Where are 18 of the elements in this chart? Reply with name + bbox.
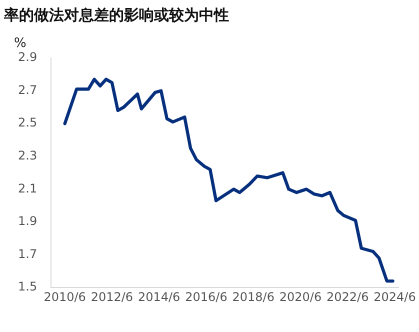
y-tick-label: 2.7: [18, 82, 38, 97]
chart-title: 率的做法对息差的影响或较为中性: [4, 6, 229, 25]
y-tick-label: 1.7: [18, 246, 38, 261]
y-axis-title: %: [14, 36, 26, 51]
y-tick-label: 2.9: [18, 50, 38, 64]
x-tick-label: 2022/6: [326, 290, 369, 304]
x-tick-label: 2020/6: [279, 290, 322, 304]
x-tick-label: 2010/6: [44, 290, 86, 304]
x-tick-label: 2016/6: [185, 290, 228, 304]
y-tick-label: 2.5: [18, 116, 38, 130]
y-tick-label: 1.9: [18, 214, 38, 228]
y-tick-label: 1.5: [18, 280, 38, 294]
y-tick-label: 2.1: [18, 181, 38, 196]
x-tick-label: 2024/6: [374, 290, 416, 304]
x-tick-label: 2012/6: [90, 290, 134, 304]
y-tick-label: 2.3: [18, 148, 38, 163]
x-tick-label: 2014/6: [138, 290, 180, 304]
x-tick-label: 2018/6: [232, 290, 274, 304]
